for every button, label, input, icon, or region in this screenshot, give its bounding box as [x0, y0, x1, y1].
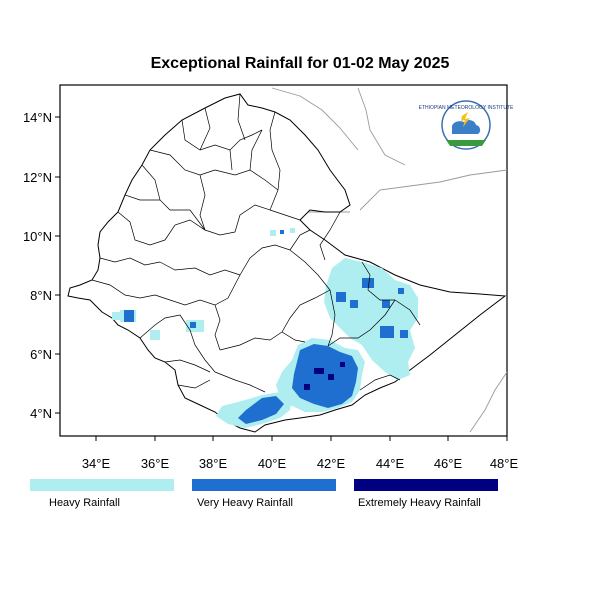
- y-tick-label: 12°N: [23, 170, 52, 185]
- legend-label-very-heavy: Very Heavy Rainfall: [197, 497, 293, 509]
- extremely-heavy-rainfall-areas: [304, 362, 345, 390]
- x-tick-label: 42°E: [317, 456, 346, 471]
- legend-swatch-very-heavy: [192, 479, 336, 491]
- regional-boundaries: [91, 93, 421, 393]
- map-title: Exceptional Rainfall for 01-02 May 2025: [150, 55, 450, 72]
- legend-label-extremely-heavy: Extremely Heavy Rainfall: [358, 497, 481, 509]
- plot-frame: [59, 84, 508, 437]
- meteorology-institute-logo-icon: ETHIOPIAN METEOROLOGY INSTITUTE: [419, 100, 514, 150]
- logo-text: ETHIOPIAN METEOROLOGY INSTITUTE: [419, 105, 514, 111]
- legend-swatch-extremely-heavy: [354, 479, 498, 491]
- legend-swatch-heavy: [30, 479, 174, 491]
- x-tick-label: 40°E: [258, 456, 287, 471]
- y-tick-label: 4°N: [30, 406, 52, 421]
- y-tick-label: 6°N: [30, 347, 52, 362]
- y-tick-label: 14°N: [23, 110, 52, 125]
- x-tick-label: 34°E: [82, 456, 111, 471]
- x-tick-label: 48°E: [490, 456, 519, 471]
- very-heavy-rainfall-areas: [124, 230, 408, 424]
- axis-ticks: [55, 116, 508, 441]
- x-tick-label: 44°E: [376, 456, 405, 471]
- legend-label-heavy: Heavy Rainfall: [49, 497, 120, 509]
- x-tick-label: 36°E: [141, 456, 170, 471]
- y-tick-label: 8°N: [30, 288, 52, 303]
- y-tick-label: 10°N: [23, 229, 52, 244]
- x-tick-label: 46°E: [434, 456, 463, 471]
- x-tick-label: 38°E: [199, 456, 228, 471]
